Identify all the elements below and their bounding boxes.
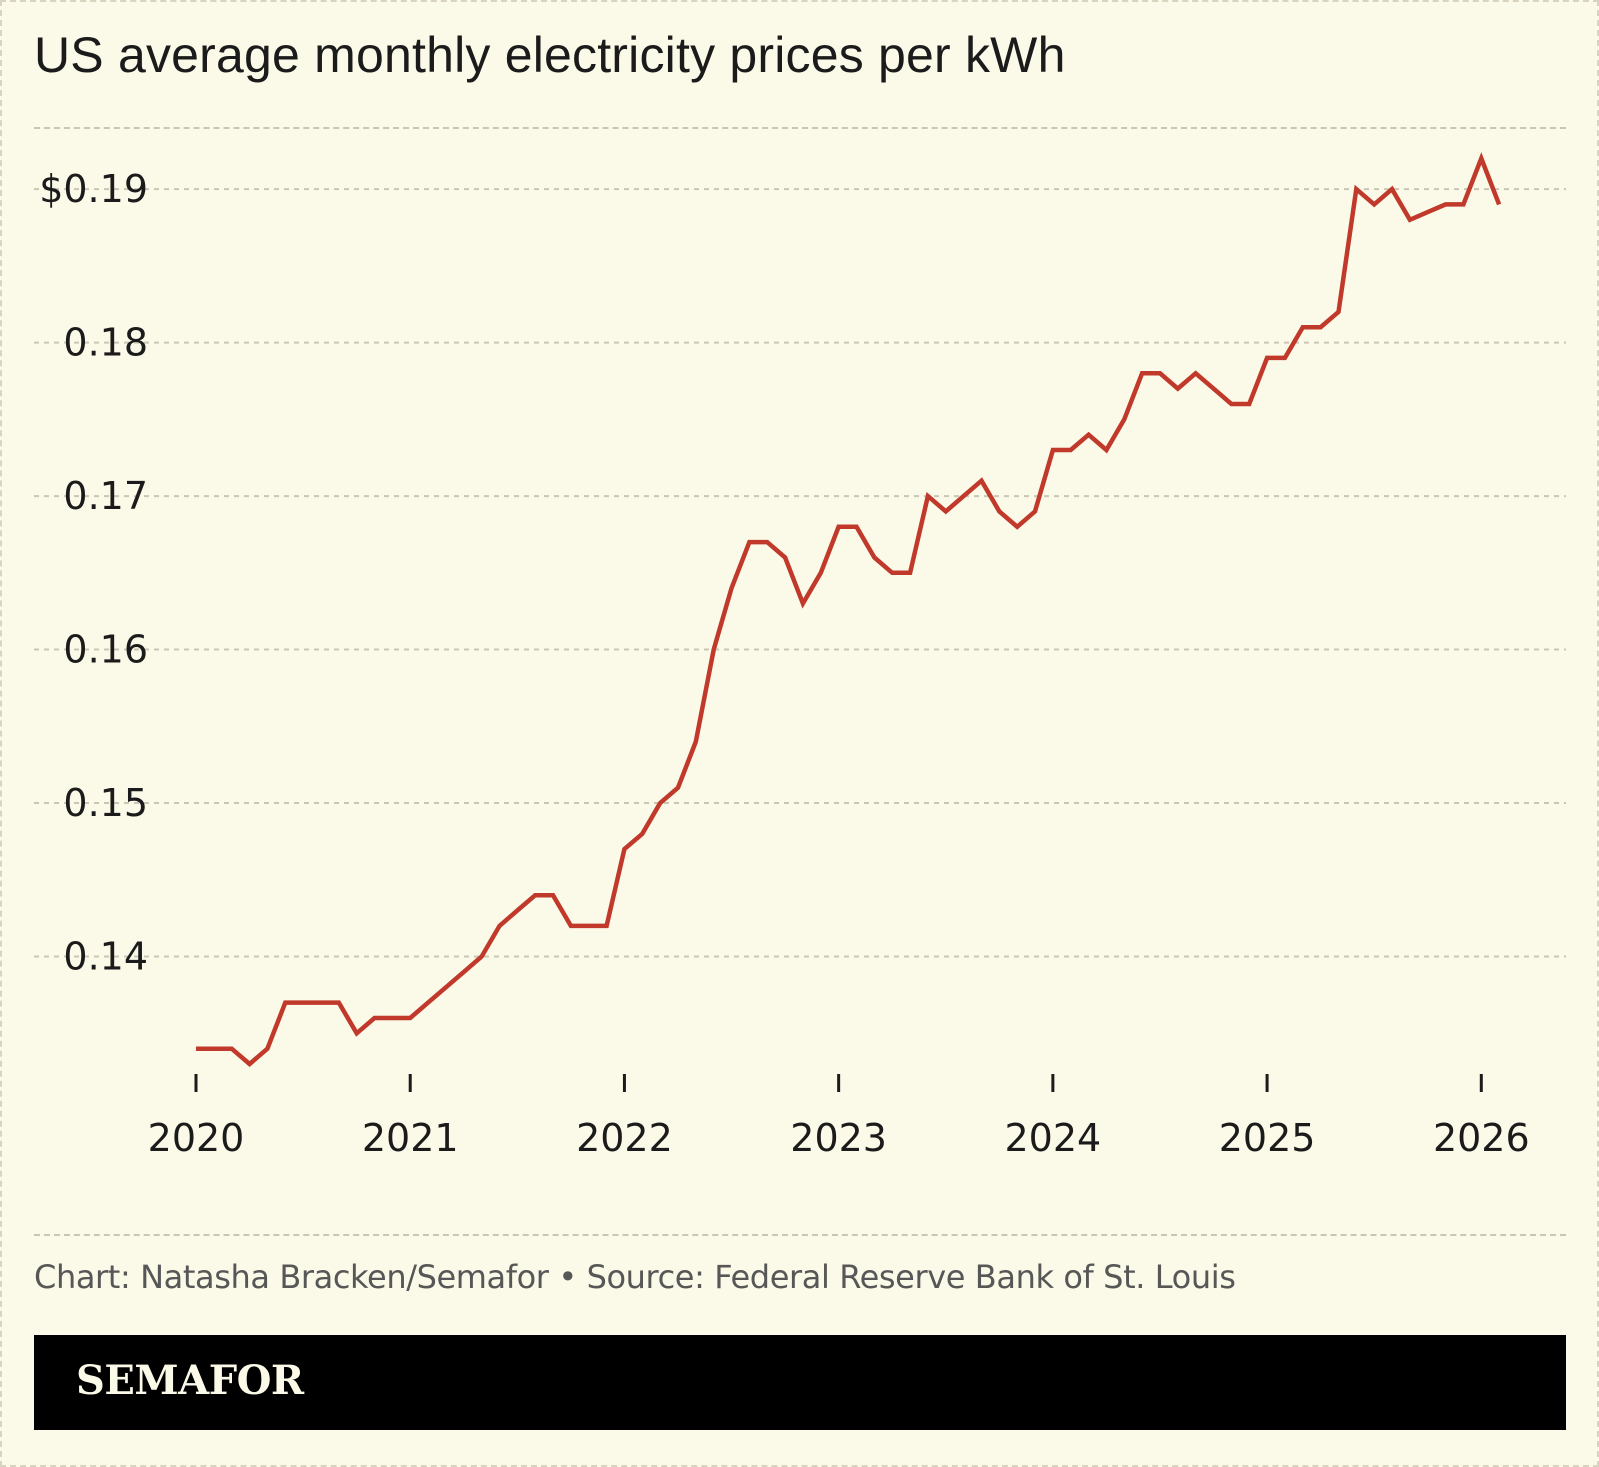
bottom-divider — [34, 1234, 1566, 1236]
series-layer — [196, 152, 1502, 1067]
x-tick-label: 2025 — [1219, 1116, 1316, 1160]
price-line — [196, 152, 1502, 1067]
x-tick-label: 2026 — [1433, 1116, 1530, 1160]
chart-title: US average monthly electricity prices pe… — [34, 27, 1066, 83]
source-note: Chart: Natasha Bracken/Semafor • Source:… — [34, 1258, 1236, 1296]
y-tick-label: $0.19 — [39, 167, 148, 211]
x-tick-label: 2024 — [1005, 1116, 1102, 1160]
gridlines — [34, 188, 1566, 958]
brand-bar: SEMAFOR — [34, 1335, 1566, 1430]
y-tick-label: 0.17 — [63, 474, 148, 518]
semafor-logo: SEMAFOR — [76, 1357, 304, 1404]
top-divider — [34, 127, 1566, 129]
x-tick-label: 2020 — [148, 1116, 245, 1160]
y-tick-label: 0.14 — [63, 935, 148, 979]
x-axis-ticks: 2020 2021 2022 2023 2024 2025 2026 — [148, 1074, 1530, 1160]
x-tick-label: 2022 — [576, 1116, 673, 1160]
y-tick-label: 0.18 — [63, 321, 148, 365]
y-tick-label: 0.16 — [63, 628, 148, 672]
line-chart: 0.140.150.160.170.18$0.19 2020 2021 2022 20… — [34, 152, 1566, 1160]
x-tick-label: 2021 — [362, 1116, 459, 1160]
y-axis-ticks: 0.14 0.15 0.16 0.17 0.18 $0.19 — [39, 167, 148, 978]
x-tick-label: 2023 — [790, 1116, 887, 1160]
y-tick-label: 0.15 — [63, 781, 148, 825]
